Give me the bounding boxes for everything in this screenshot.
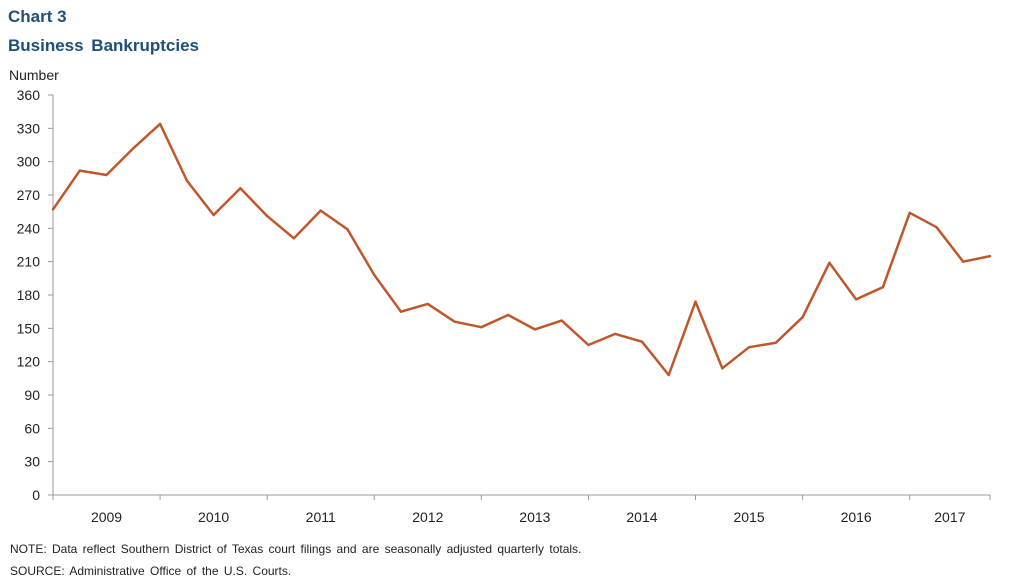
y-tick-label: 270 (17, 187, 41, 203)
chart-series (51, 122, 992, 377)
data-point (78, 169, 81, 172)
data-point (721, 367, 724, 370)
data-point (212, 213, 215, 217)
x-tick-label: 2011 (306, 509, 336, 525)
x-tick-label: 2013 (519, 509, 550, 525)
x-tick-label: 2009 (91, 509, 122, 525)
y-tick-label: 60 (24, 420, 40, 436)
data-point (881, 286, 885, 289)
data-point (105, 173, 108, 177)
data-point (667, 373, 670, 377)
data-point (480, 326, 483, 329)
y-tick-label: 120 (17, 354, 41, 370)
data-point (694, 300, 697, 303)
y-tick-label: 30 (24, 454, 40, 470)
data-point (373, 273, 376, 277)
data-point (935, 226, 938, 229)
y-tick-label: 300 (17, 154, 41, 170)
x-tick-label: 2014 (626, 509, 657, 525)
data-point (51, 208, 55, 211)
x-tick-label: 2012 (412, 509, 443, 525)
data-point (158, 122, 162, 126)
y-tick-label: 210 (17, 254, 41, 270)
y-tick-label: 0 (32, 487, 40, 503)
series-line (51, 122, 991, 377)
data-point (908, 211, 911, 214)
data-point (453, 320, 456, 323)
data-point (239, 187, 242, 190)
x-tick-label: 2015 (733, 509, 764, 525)
data-point (399, 310, 403, 313)
y-tick-label: 180 (17, 287, 41, 303)
y-axis-ticks: 0 30 60 90 120 150 180 210 240 270 300 330 360 (17, 87, 53, 503)
data-point (640, 340, 644, 343)
data-point (533, 328, 537, 331)
x-tick-label: 2017 (934, 509, 965, 525)
y-tick-label: 360 (17, 87, 41, 103)
x-axis-ticks: 2009 2010 2011 2012 2013 2014 2015 2016 2017 (52, 495, 991, 525)
x-tick-label: 2010 (198, 509, 229, 525)
data-point (346, 228, 349, 231)
data-point (560, 319, 563, 322)
data-point (292, 237, 296, 240)
data-point (747, 346, 751, 349)
x-tick-label: 2016 (841, 509, 872, 525)
data-point (774, 341, 778, 344)
data-point (828, 261, 831, 264)
data-point (426, 302, 429, 306)
data-point (265, 214, 269, 218)
chart-axes (52, 95, 990, 496)
data-point (506, 313, 510, 317)
chart-subtitle: Business Bankruptcies (8, 36, 200, 55)
data-point (319, 209, 322, 212)
chart-title: Chart 3 (8, 7, 67, 26)
data-point (854, 298, 858, 301)
data-point (614, 332, 617, 336)
y-axis-label: Number (9, 67, 59, 83)
y-tick-label: 330 (17, 120, 41, 136)
chart-source: SOURCE: Administrative Office of the U.S… (10, 564, 292, 578)
data-point (988, 254, 992, 258)
chart-note: NOTE: Data reflect Southern District of … (10, 542, 582, 556)
y-tick-label: 240 (17, 220, 41, 236)
y-tick-label: 90 (24, 387, 40, 403)
data-point (801, 316, 804, 319)
data-point (587, 343, 590, 347)
data-point (132, 147, 135, 150)
data-point (185, 179, 189, 182)
y-tick-label: 150 (17, 320, 41, 336)
data-point (962, 260, 965, 263)
